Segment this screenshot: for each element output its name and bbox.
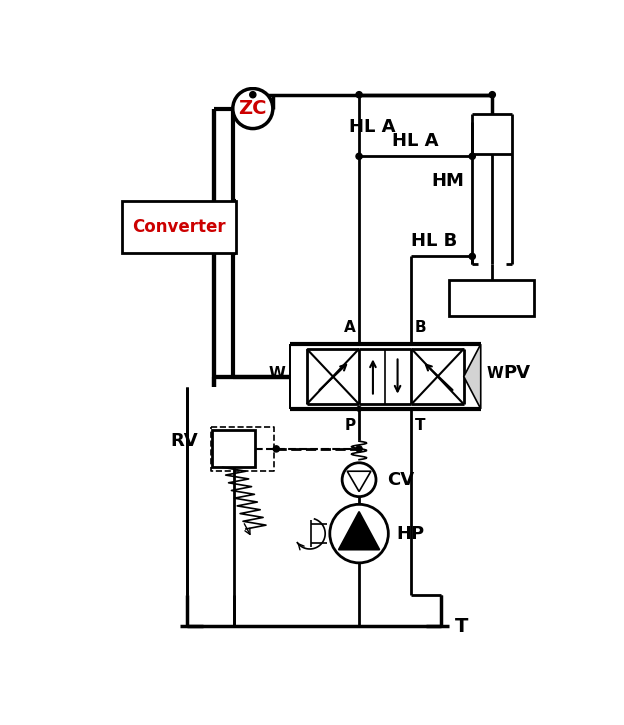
Circle shape	[469, 153, 475, 160]
Text: W: W	[268, 366, 285, 381]
Text: PV: PV	[504, 365, 531, 383]
Text: ZC: ZC	[238, 99, 267, 118]
Circle shape	[469, 253, 475, 260]
Circle shape	[356, 446, 362, 452]
Bar	[212, 431, 255, 468]
Circle shape	[273, 446, 280, 452]
Circle shape	[233, 88, 273, 128]
Text: RV: RV	[170, 432, 198, 450]
Bar	[449, 280, 534, 316]
Text: HP: HP	[396, 525, 424, 542]
Circle shape	[356, 153, 362, 160]
Polygon shape	[464, 344, 480, 409]
Text: CV: CV	[387, 471, 414, 489]
Circle shape	[357, 407, 361, 411]
Text: Converter: Converter	[132, 218, 226, 236]
Text: HM: HM	[432, 172, 464, 190]
Text: P: P	[345, 418, 356, 433]
Text: T: T	[414, 418, 425, 433]
Text: T: T	[456, 616, 469, 636]
Text: M. b: M. b	[471, 289, 512, 307]
Circle shape	[489, 91, 495, 98]
Text: HL A: HL A	[392, 132, 439, 150]
Circle shape	[330, 505, 388, 563]
Text: HL B: HL B	[411, 232, 457, 250]
Circle shape	[342, 463, 376, 497]
Polygon shape	[339, 512, 379, 550]
Text: W: W	[487, 366, 504, 381]
Circle shape	[356, 91, 362, 98]
Text: A: A	[344, 320, 356, 335]
Text: HL A: HL A	[349, 117, 396, 136]
Circle shape	[250, 91, 256, 98]
Bar	[122, 201, 236, 253]
Text: B: B	[414, 320, 426, 335]
